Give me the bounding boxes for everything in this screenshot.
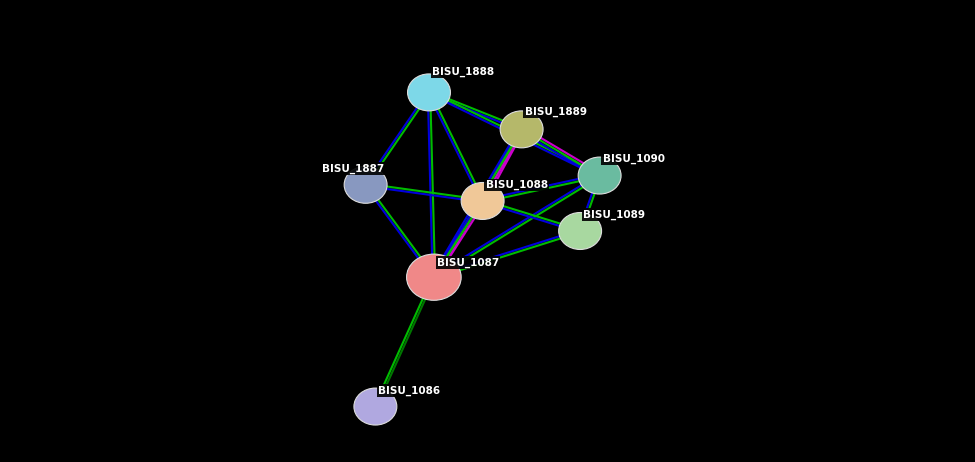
Ellipse shape	[354, 388, 397, 425]
Ellipse shape	[578, 157, 621, 194]
Text: BISU_1889: BISU_1889	[525, 107, 587, 117]
Ellipse shape	[559, 213, 602, 249]
Text: BISU_1888: BISU_1888	[432, 67, 494, 77]
Text: BISU_1089: BISU_1089	[583, 209, 645, 219]
Ellipse shape	[461, 182, 504, 219]
Text: BISU_1088: BISU_1088	[486, 180, 548, 190]
Text: BISU_1887: BISU_1887	[322, 164, 384, 174]
Text: BISU_1086: BISU_1086	[378, 385, 441, 395]
Ellipse shape	[407, 254, 461, 300]
Ellipse shape	[408, 74, 450, 111]
Ellipse shape	[344, 166, 387, 203]
Ellipse shape	[500, 111, 543, 148]
Text: BISU_1087: BISU_1087	[437, 257, 499, 267]
Text: BISU_1090: BISU_1090	[603, 154, 665, 164]
